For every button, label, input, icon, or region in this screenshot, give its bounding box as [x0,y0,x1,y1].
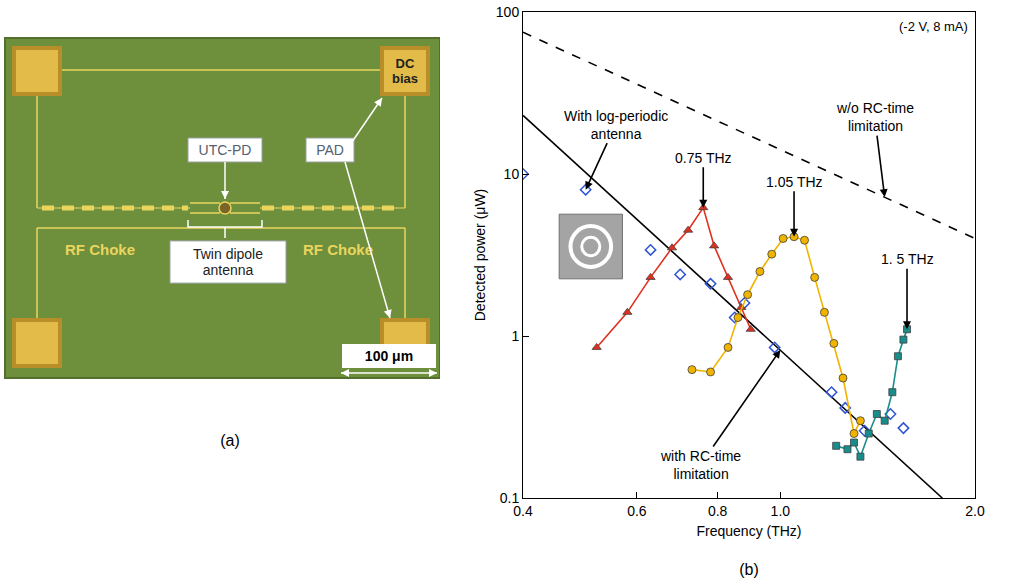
svg-text:With log-periodicantenna: With log-periodicantenna [564,108,668,142]
svg-text:w/o RC-timelimitation: w/o RC-timelimitation [836,100,914,134]
svg-text:UTC-PD: UTC-PD [199,142,252,158]
svg-text:with RC-timelimitation: with RC-timelimitation [660,448,741,482]
svg-text:1.0: 1.0 [771,503,791,519]
svg-text:100: 100 [496,4,520,20]
svg-text:100 μm: 100 μm [365,348,413,364]
svg-text:1: 1 [511,328,519,344]
svg-text:2.0: 2.0 [965,503,985,519]
svg-text:antenna: antenna [203,262,254,278]
svg-text:1. 5 THz: 1. 5 THz [881,251,934,267]
svg-text:RF Choke: RF Choke [303,241,373,258]
svg-text:Detected power (μW): Detected power (μW) [472,189,488,322]
svg-text:(a): (a) [220,432,240,449]
svg-text:DC: DC [396,56,415,71]
svg-text:0.1: 0.1 [500,490,520,506]
svg-text:bias: bias [392,71,418,86]
svg-text:0.4: 0.4 [513,503,533,519]
svg-text:RF Choke: RF Choke [65,241,135,258]
svg-text:0.8: 0.8 [708,503,728,519]
svg-text:(b): (b) [739,561,759,578]
svg-text:0.6: 0.6 [627,503,647,519]
svg-text:1.05 THz: 1.05 THz [766,174,823,190]
svg-text:0.75 THz: 0.75 THz [675,150,732,166]
svg-text:Twin dipole: Twin dipole [193,246,263,262]
svg-text:(-2 V, 8 mA): (-2 V, 8 mA) [899,19,968,34]
svg-text:Frequency (THz): Frequency (THz) [696,523,801,539]
svg-text:PAD: PAD [316,142,344,158]
svg-text:10: 10 [504,166,520,182]
